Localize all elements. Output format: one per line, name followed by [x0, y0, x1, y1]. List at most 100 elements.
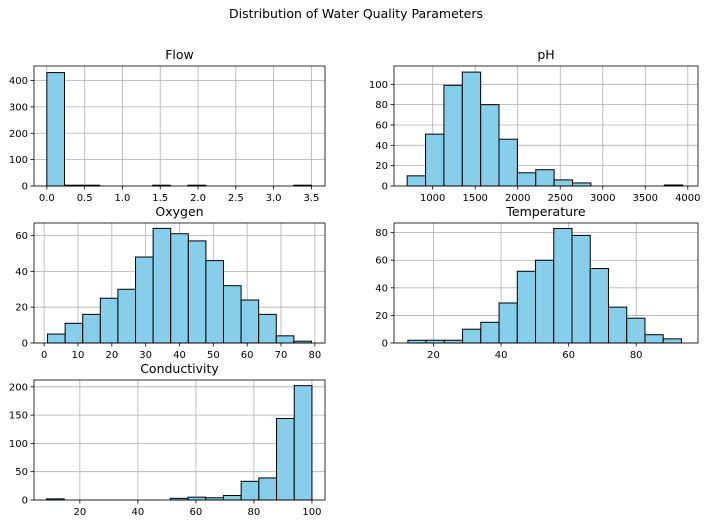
axes-frame: [393, 222, 699, 344]
y-tick-label: 40: [375, 283, 388, 294]
x-tick-label: 80: [308, 350, 321, 361]
histogram-bar: [152, 227, 172, 344]
y-tick-label: 0: [382, 339, 388, 350]
x-tick-label: 4000: [675, 193, 700, 204]
x-tick-label: 2.5: [228, 193, 244, 204]
panel-title: pH: [537, 47, 554, 62]
histogram-bar: [553, 179, 573, 187]
histogram-bar: [170, 233, 189, 344]
histogram-bar: [498, 138, 518, 187]
y-tick-label: 0: [382, 182, 388, 193]
x-tick-label: 100: [302, 507, 321, 518]
panel-conductivity: Conductivity 20 40 60 80 100 0 50 100 150 200: [9, 361, 326, 518]
x-tick-label: 2000: [505, 193, 530, 204]
y-tick-label: 60: [375, 256, 388, 267]
x-tick-label: 0: [41, 350, 47, 361]
histogram-bar: [553, 228, 573, 344]
histogram-bar: [187, 240, 207, 344]
histogram-bar: [407, 339, 427, 344]
histogram-bar: [480, 321, 500, 344]
x-tick-label: 3000: [590, 193, 615, 204]
histogram-bar: [480, 104, 500, 187]
histogram-bar: [516, 172, 537, 187]
y-tick-label: 80: [375, 100, 388, 111]
y-tick-label: 100: [9, 155, 28, 166]
y-tick-label: 50: [15, 467, 28, 478]
x-tick-label: 10: [72, 350, 85, 361]
panel-title: Flow: [165, 47, 194, 62]
y-tick-label: 200: [9, 129, 28, 140]
panel-ph: pH 1000 1500 2000 2500 3000 3500 4000 0 20 40 60 80 1…: [369, 47, 701, 204]
x-tick-label: 2500: [548, 193, 573, 204]
y-tick-label: 20: [375, 311, 388, 322]
y-tick-label: 60: [375, 120, 388, 131]
y-tick-label: 20: [375, 161, 388, 172]
y-tick-label: 200: [9, 382, 28, 393]
x-tick-label: 1500: [462, 193, 487, 204]
y-tick-label: 40: [375, 141, 388, 152]
histogram-bar: [258, 477, 278, 501]
x-tick-label: 80: [248, 507, 261, 518]
x-tick-label: 60: [190, 507, 203, 518]
histogram-bar: [46, 72, 65, 187]
histogram-bar: [205, 260, 224, 344]
histogram-bar: [276, 417, 295, 501]
x-tick-label: 3.5: [303, 193, 319, 204]
histogram-bar: [258, 313, 277, 344]
panel-oxygen: Oxygen 0 10 20 30 40 50 60 70 80 0 20 40 60: [15, 204, 326, 361]
panel-title: Oxygen: [155, 204, 203, 219]
y-tick-label: 0: [22, 182, 28, 193]
histogram-bar: [425, 133, 445, 187]
y-tick-label: 100: [369, 80, 388, 91]
histogram-bar: [47, 333, 66, 344]
y-tick-label: 0: [22, 496, 28, 507]
axes-frame: [33, 65, 326, 187]
histogram-bar: [135, 256, 154, 344]
histogram-bar: [275, 335, 295, 344]
histogram-bar: [64, 322, 84, 344]
x-tick-label: 50: [207, 350, 220, 361]
x-tick-label: 0.5: [77, 193, 93, 204]
histogram-bar: [644, 334, 664, 344]
x-tick-label: 2.0: [190, 193, 206, 204]
histogram-bar: [406, 175, 427, 187]
histogram-bar: [99, 297, 119, 344]
x-tick-label: 40: [495, 350, 508, 361]
histogram-bar: [82, 313, 101, 344]
panel-title: Temperature: [505, 204, 585, 219]
x-tick-label: 40: [173, 350, 186, 361]
y-tick-label: 60: [15, 231, 28, 242]
histogram-bar: [462, 328, 482, 344]
histogram-bar: [662, 338, 682, 344]
histogram-bar: [626, 317, 646, 344]
figure-title: Distribution of Water Quality Parameters: [229, 6, 483, 21]
y-tick-label: 400: [9, 76, 28, 87]
x-tick-label: 1000: [420, 193, 445, 204]
histogram-bar: [607, 306, 628, 344]
y-tick-label: 300: [9, 102, 28, 113]
histogram-bar: [222, 494, 242, 501]
histogram-bar: [443, 339, 464, 344]
panel-title: Conductivity: [140, 361, 219, 376]
x-tick-label: 1.0: [114, 193, 130, 204]
x-tick-label: 20: [105, 350, 118, 361]
y-tick-label: 0: [22, 339, 28, 350]
y-tick-label: 150: [9, 411, 28, 422]
x-tick-label: 1.5: [152, 193, 168, 204]
histogram-bar: [240, 480, 260, 501]
histogram-bar: [571, 182, 592, 187]
x-tick-label: 80: [630, 350, 643, 361]
axes-frame: [33, 379, 326, 501]
x-tick-label: 0.0: [39, 193, 55, 204]
histogram-bar: [571, 234, 591, 344]
histogram-bar: [461, 71, 482, 187]
histogram-bar: [498, 302, 518, 344]
histogram-bar: [589, 268, 609, 344]
x-tick-label: 70: [275, 350, 288, 361]
axes-frame: [393, 65, 699, 187]
histogram-bar: [443, 84, 463, 187]
histogram-bar: [240, 299, 260, 344]
x-tick-label: 60: [562, 350, 575, 361]
x-tick-label: 3500: [633, 193, 658, 204]
